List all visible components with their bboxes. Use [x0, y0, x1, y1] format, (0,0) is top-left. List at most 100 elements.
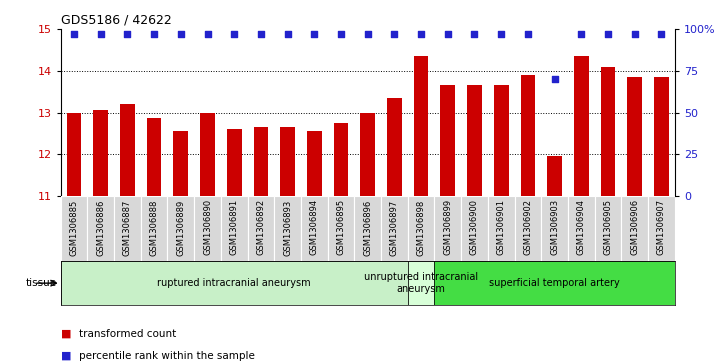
Bar	[114, 196, 141, 261]
Point	[121, 31, 133, 37]
Text: GSM1306899: GSM1306899	[443, 199, 452, 256]
Point	[336, 31, 347, 37]
Bar	[408, 196, 434, 261]
Bar	[494, 85, 508, 196]
Text: unruptured intracranial
aneurysm: unruptured intracranial aneurysm	[364, 272, 478, 294]
Bar	[600, 67, 615, 196]
Point	[388, 31, 400, 37]
Bar	[461, 196, 488, 261]
Bar	[61, 196, 87, 261]
Bar	[413, 56, 428, 196]
Bar	[648, 196, 675, 261]
Bar	[194, 196, 221, 261]
Text: superficial temporal artery: superficial temporal artery	[489, 278, 620, 288]
Point	[149, 31, 160, 37]
Bar	[200, 113, 215, 196]
Text: GSM1306891: GSM1306891	[230, 199, 238, 256]
Point	[522, 31, 533, 37]
Bar	[328, 196, 354, 261]
Bar	[281, 127, 295, 196]
Bar	[488, 196, 515, 261]
Bar	[248, 196, 274, 261]
Text: GSM1306896: GSM1306896	[363, 199, 372, 256]
Text: GSM1306906: GSM1306906	[630, 199, 639, 256]
Point	[282, 31, 293, 37]
Text: GSM1306885: GSM1306885	[69, 199, 79, 256]
Bar	[354, 196, 381, 261]
Bar	[568, 196, 595, 261]
Text: transformed count: transformed count	[79, 329, 176, 339]
Bar	[521, 75, 536, 196]
Text: GSM1306894: GSM1306894	[310, 199, 319, 256]
Bar	[408, 261, 434, 305]
Point	[496, 31, 507, 37]
Bar	[94, 110, 108, 196]
Point	[603, 31, 614, 37]
Text: GSM1306900: GSM1306900	[470, 199, 479, 255]
Bar	[174, 131, 188, 196]
Bar	[274, 196, 301, 261]
Bar	[141, 196, 168, 261]
Bar	[621, 196, 648, 261]
Text: GSM1306897: GSM1306897	[390, 199, 399, 256]
Bar	[654, 77, 669, 196]
Bar	[253, 127, 268, 196]
Bar	[434, 261, 675, 305]
Point	[228, 31, 240, 37]
Point	[175, 31, 186, 37]
Point	[95, 31, 106, 37]
Point	[308, 31, 320, 37]
Text: GSM1306889: GSM1306889	[176, 199, 186, 256]
Bar	[301, 196, 328, 261]
Bar	[227, 129, 241, 196]
Text: GSM1306892: GSM1306892	[256, 199, 266, 256]
Text: GSM1306898: GSM1306898	[416, 199, 426, 256]
Bar	[221, 196, 248, 261]
Point	[575, 31, 587, 37]
Text: tissue: tissue	[26, 278, 57, 288]
Bar	[541, 196, 568, 261]
Text: percentile rank within the sample: percentile rank within the sample	[79, 351, 254, 361]
Text: GSM1306887: GSM1306887	[123, 199, 132, 256]
Point	[255, 31, 266, 37]
Bar	[467, 85, 482, 196]
Point	[442, 31, 453, 37]
Point	[655, 31, 667, 37]
Bar	[66, 113, 81, 196]
Text: GDS5186 / 42622: GDS5186 / 42622	[61, 13, 171, 26]
Bar	[547, 156, 562, 196]
Bar	[441, 85, 455, 196]
Bar	[147, 118, 161, 196]
Bar	[595, 196, 621, 261]
Text: ■: ■	[61, 329, 75, 339]
Text: GSM1306907: GSM1306907	[657, 199, 666, 256]
Point	[202, 31, 213, 37]
Point	[469, 31, 481, 37]
Text: GSM1306893: GSM1306893	[283, 199, 292, 256]
Text: GSM1306902: GSM1306902	[523, 199, 533, 255]
Text: GSM1306890: GSM1306890	[203, 199, 212, 256]
Bar	[574, 56, 588, 196]
Text: GSM1306886: GSM1306886	[96, 199, 105, 256]
Point	[549, 76, 560, 82]
Text: GSM1306888: GSM1306888	[150, 199, 159, 256]
Bar	[515, 196, 541, 261]
Bar	[387, 98, 402, 196]
Bar	[168, 196, 194, 261]
Bar	[120, 104, 135, 196]
Point	[362, 31, 373, 37]
Bar	[434, 196, 461, 261]
Bar	[361, 113, 375, 196]
Text: GSM1306895: GSM1306895	[336, 199, 346, 256]
Point	[629, 31, 640, 37]
Bar	[333, 123, 348, 196]
Bar	[61, 261, 408, 305]
Point	[416, 31, 427, 37]
Bar	[307, 131, 322, 196]
Text: GSM1306901: GSM1306901	[497, 199, 506, 255]
Text: GSM1306904: GSM1306904	[577, 199, 585, 255]
Text: ruptured intracranial aneurysm: ruptured intracranial aneurysm	[157, 278, 311, 288]
Text: ■: ■	[61, 351, 75, 361]
Text: GSM1306905: GSM1306905	[603, 199, 613, 255]
Text: GSM1306903: GSM1306903	[550, 199, 559, 256]
